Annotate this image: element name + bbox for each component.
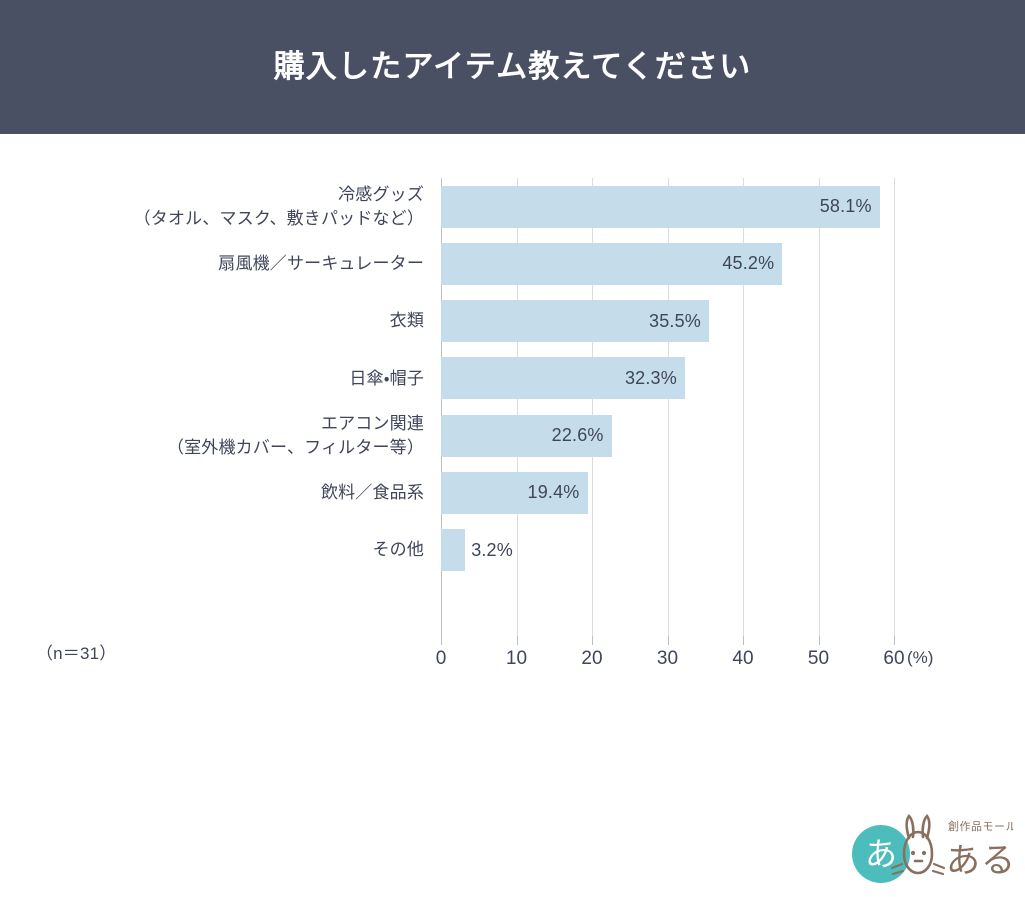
bar-fan-circulator: 45.2% xyxy=(441,242,783,285)
category-label-row: 日傘・帽子 xyxy=(60,350,424,407)
category-label-row: 冷感グッズ （タオル、マスク、敷きパッドなど） xyxy=(60,178,424,235)
x-tick-label: 0 xyxy=(435,648,447,669)
tick-mark xyxy=(592,636,593,645)
sample-size-note: （n＝31） xyxy=(36,644,117,663)
tick-mark xyxy=(667,636,669,645)
category-axis-labels: 冷感グッズ （タオル、マスク、敷きパッドなど） 扇風機／サーキュレーター 衣類 … xyxy=(60,178,424,636)
gridline-60 xyxy=(894,178,895,636)
logo-tagline: 創作品モール xyxy=(948,820,1013,833)
page-title: 購入したアイテム教えてください xyxy=(273,49,752,85)
category-label-row: 衣類 xyxy=(60,293,424,350)
gridline-50 xyxy=(818,178,820,636)
bar-rows: 58.1% 45.2% 35.5% 32.3% 22.6% xyxy=(441,178,894,636)
category-label: 飲料／食品系 xyxy=(320,483,424,503)
gridline-20 xyxy=(592,178,593,636)
bar-value-label: 45.2% xyxy=(722,253,775,274)
bar-value-label: 22.6% xyxy=(551,425,604,446)
x-axis: 0 10 20 30 40 50 60 (%) xyxy=(436,636,933,676)
x-tick-label: 10 xyxy=(505,648,528,669)
gridline-40 xyxy=(743,178,744,636)
x-tick-label: 50 xyxy=(807,648,830,669)
category-label: 冷感グッズ （タオル、マスク、敷きパッドなど） xyxy=(133,185,424,228)
bar-row: 19.4% xyxy=(441,464,894,521)
tick-mark xyxy=(441,636,442,645)
category-label: 扇風機／サーキュレーター xyxy=(218,254,424,274)
category-label: エアコン関連 （室外機カバー、フィルター等） xyxy=(166,414,424,457)
bar-row: 3.2% xyxy=(441,522,894,579)
bar-cooling-goods: 58.1% xyxy=(441,185,880,228)
tick-mark xyxy=(743,636,744,645)
category-label-row: 飲料／食品系 xyxy=(60,464,424,521)
logo-brand-name: あるる xyxy=(946,841,1013,881)
category-label: その他 xyxy=(372,540,424,560)
tick-mark xyxy=(516,636,518,645)
tick-mark xyxy=(818,636,820,645)
gridline-30 xyxy=(667,178,669,636)
chart-header-banner: 購入したアイテム教えてください xyxy=(0,0,1025,134)
bar-value-label: 3.2% xyxy=(471,539,513,560)
gridline-10 xyxy=(516,178,518,636)
bar-clothing: 35.5% xyxy=(441,300,709,343)
x-tick-label: 40 xyxy=(732,648,754,669)
bar-parasol-hat: 32.3% xyxy=(441,357,685,400)
bar-value-label: 35.5% xyxy=(649,310,701,331)
aruru-logo: あ 創作品モール あるる xyxy=(848,810,1025,892)
plot-area: 58.1% 45.2% 35.5% 32.3% 22.6% xyxy=(441,178,895,636)
bar-row: 58.1% xyxy=(441,178,894,235)
bar-drink-food: 19.4% xyxy=(441,471,588,514)
bar-chart: 冷感グッズ （タオル、マスク、敷きパッドなど） 扇風機／サーキュレーター 衣類 … xyxy=(0,134,1025,883)
bar-row: 35.5% xyxy=(441,293,894,350)
category-label-row: 扇風機／サーキュレーター xyxy=(60,235,424,292)
x-tick-label: 20 xyxy=(581,648,603,669)
bar-value-label: 32.3% xyxy=(624,367,677,388)
bar-row: 32.3% xyxy=(441,350,894,407)
x-tick-label: 30 xyxy=(656,648,679,669)
bar-value-label: 19.4% xyxy=(527,482,580,503)
bar-aircon-related: 22.6% xyxy=(441,414,612,457)
bar-other: 3.2% xyxy=(441,529,513,572)
category-label-row: その他 xyxy=(60,522,424,579)
bar-row: 45.2% xyxy=(441,235,894,292)
category-label: 衣類 xyxy=(389,311,424,331)
category-label-row: エアコン関連 （室外機カバー、フィルター等） xyxy=(60,407,424,464)
category-label: 日傘・帽子 xyxy=(349,368,424,388)
x-tick-label: 60 xyxy=(883,648,905,669)
gridline-0 xyxy=(441,178,442,636)
tick-mark xyxy=(894,636,895,645)
x-axis-unit-label: (%) xyxy=(907,648,934,667)
bar-value-label: 58.1% xyxy=(819,196,872,217)
bar-row: 22.6% xyxy=(441,407,894,464)
